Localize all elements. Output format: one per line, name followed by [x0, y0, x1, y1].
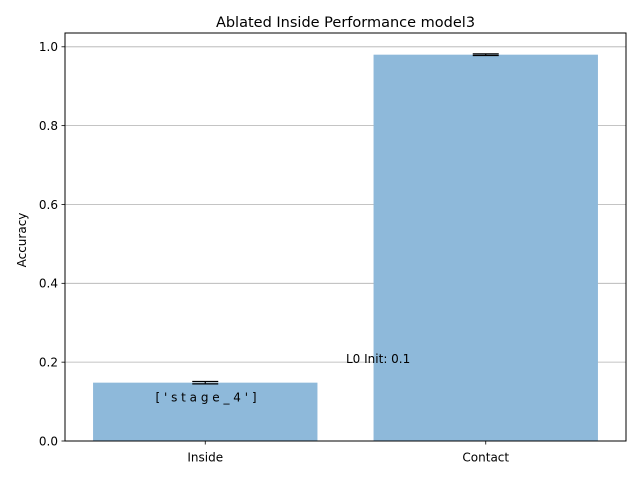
- y-tick-label: 0.4: [39, 277, 58, 291]
- x-axis-ticks: Inside Contact: [187, 441, 509, 465]
- bar-contact: [373, 54, 598, 442]
- x-tick-label: Contact: [462, 451, 509, 465]
- y-tick-label: 0.6: [39, 198, 58, 212]
- bar-inside: [93, 382, 318, 441]
- error-bars: [192, 53, 499, 385]
- annotation-init-label: L0 Init: 0.1: [346, 352, 410, 366]
- y-tick-label: 0.2: [39, 355, 58, 369]
- x-tick-label: Inside: [187, 451, 223, 465]
- chart-title: Ablated Inside Performance model3: [216, 15, 475, 31]
- plot-frame: [64, 32, 627, 442]
- y-axis-title: Accuracy: [15, 213, 29, 268]
- y-tick-label: 1.0: [39, 40, 58, 54]
- annotation-stage-label: [ ' s t a g e _ 4 ' ]: [155, 391, 256, 405]
- y-axis-ticks: 0.0 0.2 0.4 0.6 0.8 1.0: [39, 40, 65, 448]
- bars: [93, 54, 598, 442]
- y-tick-label: 0.0: [39, 434, 58, 448]
- y-tick-label: 0.8: [39, 119, 58, 133]
